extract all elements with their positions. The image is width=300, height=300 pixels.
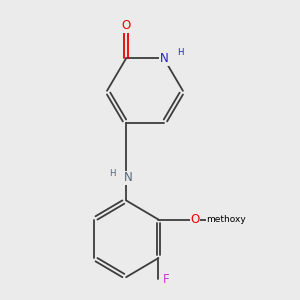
Text: methoxy: methoxy	[207, 215, 246, 224]
Text: F: F	[163, 273, 169, 286]
Text: O: O	[190, 213, 200, 226]
Text: O: O	[122, 19, 131, 32]
Text: H: H	[109, 169, 116, 178]
Text: H: H	[177, 48, 184, 57]
Text: N: N	[124, 171, 133, 184]
Text: N: N	[159, 52, 168, 65]
